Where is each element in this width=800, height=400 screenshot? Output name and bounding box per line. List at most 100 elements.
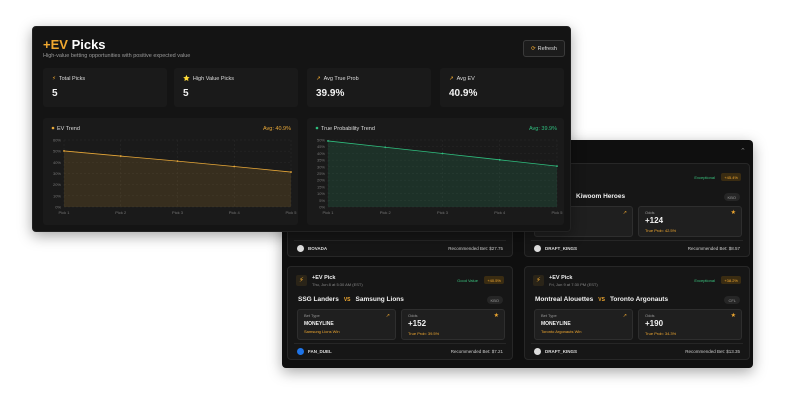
odds-label: Odds <box>408 313 418 318</box>
trend-point <box>327 140 329 142</box>
away-team: Montreal Alouettes <box>535 296 594 303</box>
true-prob: True Prob: 39.5% <box>408 331 440 336</box>
y-tick-label: 60% <box>53 138 61 143</box>
platform-name: DRAFT_KINGS <box>545 348 578 354</box>
page-title: +EV Picks <box>43 37 106 52</box>
platform-name: BOVADA <box>308 245 328 251</box>
stat-icon: ↗ <box>316 76 321 82</box>
odds-icon: ★ <box>730 210 736 216</box>
pick-title: +EV Pick <box>312 275 336 281</box>
odds-label: Odds <box>645 210 655 215</box>
stat-card: ⭐ High Value Picks 5 <box>174 68 298 107</box>
chart-title-dot <box>51 126 55 130</box>
x-tick-label: Pick 4 <box>494 210 506 215</box>
trend-point <box>441 152 444 155</box>
edge-badge: +45.4% <box>721 173 741 181</box>
y-tick-label: 10% <box>53 193 61 198</box>
pick-card: ⚡ +EV Pick Thu, Jun 8 at 5:30 AM (EST) +40.… <box>287 266 513 360</box>
teams: Kiwoom Heroes <box>576 193 625 200</box>
refresh-icon: ⟳ <box>531 45 536 52</box>
y-tick-label: 35% <box>317 158 325 163</box>
pick-icon: ⚡ <box>533 275 544 286</box>
vs-label: VS <box>343 296 351 303</box>
dashboard-panel: +EV Picks High-value betting opportuniti… <box>32 26 571 232</box>
bet-type: MONEYLINE <box>541 321 571 327</box>
stat-card: ↗ Avg True Prob 39.9% <box>307 68 431 107</box>
pick-icon: ⚡ <box>296 275 307 286</box>
y-tick-label: 0% <box>55 205 61 210</box>
chart-annotation: Avg: 39.9% <box>529 126 557 132</box>
teams: Montreal Alouettes VS Toronto Argonauts <box>535 296 668 303</box>
chart-title: True Probability Trend <box>321 126 375 132</box>
y-tick-label: 40% <box>317 151 325 156</box>
odds-value: +152 <box>408 319 427 328</box>
x-tick-label: Pick 1 <box>59 210 71 215</box>
stat-icon: ↗ <box>449 76 454 82</box>
stat-icon: ⭐ <box>183 76 190 82</box>
true-prob: True Prob: 42.5% <box>645 228 677 233</box>
league-pill: KBO <box>723 193 740 201</box>
recommended-bet: Recommended Bet: $8.57 <box>687 245 740 251</box>
recommended-bet: Recommended Bet: $7.21 <box>450 348 503 354</box>
trend-point <box>233 165 236 168</box>
chart-annotation: Avg: 40.9% <box>263 126 291 132</box>
true-prob: True Prob: 34.3% <box>645 331 677 336</box>
refresh-button[interactable]: ⟳ Refresh <box>523 40 565 57</box>
stat-label-text: High Value Picks <box>192 76 235 82</box>
odds-box: ★ Odds +190 True Prob: 34.3% <box>638 309 742 340</box>
y-tick-label: 15% <box>317 184 325 189</box>
trend-area <box>64 150 291 207</box>
y-tick-label: 20% <box>317 178 325 183</box>
y-tick-label: 30% <box>53 171 61 176</box>
bet-type-box: ↗ Bet Type MONEYLINE Toronto Argonauts Win <box>534 309 633 340</box>
stat-card: ⚡ Total Picks 5 <box>43 68 167 107</box>
x-tick-label: Pick 5 <box>286 210 298 215</box>
refresh-label: Refresh <box>537 45 557 52</box>
home-team: Samsung Lions <box>355 296 404 303</box>
pick-card: ⚡ +EV Pick Fri, Jun 9 at 7:30 PM (EST) +38.… <box>524 266 750 360</box>
trend-point <box>176 160 179 163</box>
recommended-bet: Recommended Bet: $27.75 <box>448 245 503 251</box>
home-team: Kiwoom Heroes <box>576 193 626 200</box>
x-tick-label: Pick 1 <box>323 210 335 215</box>
odds-box: ★ Odds +124 True Prob: 42.5% <box>638 206 742 237</box>
platform-name: FAN_DUEL <box>308 348 332 354</box>
odds-value: +190 <box>645 319 664 328</box>
pick-date: Thu, Jun 8 at 5:30 AM (EST) <box>312 282 363 287</box>
stat-label: ⚡ Total Picks <box>52 76 85 82</box>
stat-value: 5 <box>183 88 189 99</box>
x-tick-label: Pick 2 <box>115 210 127 215</box>
stat-value: 40.9% <box>449 88 478 99</box>
odds-value: +124 <box>645 216 664 225</box>
chart-title-dot <box>315 126 319 130</box>
odds-label: Odds <box>645 313 655 318</box>
chart-title: EV Trend <box>57 126 80 132</box>
bet-type-icon: ↗ <box>385 313 390 319</box>
y-tick-label: 20% <box>53 182 61 187</box>
stat-label: ↗ Avg True Prob <box>316 76 359 82</box>
y-tick-label: 5% <box>319 198 325 203</box>
stat-label: ↗ Avg EV <box>449 76 475 82</box>
edge-badge: +40.5% <box>484 276 504 284</box>
collapse-icon[interactable]: ⌃ <box>740 148 746 155</box>
y-tick-label: 25% <box>317 171 325 176</box>
chart: True Probability Trend Avg: 39.9% 0% 5% 10% 1… <box>315 126 564 215</box>
bet-type-box: ↗ Bet Type MONEYLINE Samsung Lions Win <box>297 309 396 340</box>
stat-value: 39.9% <box>316 88 345 99</box>
trend-point <box>119 155 122 157</box>
stat-label-text: Avg EV <box>456 76 475 82</box>
trend-point <box>63 150 65 152</box>
x-tick-label: Pick 5 <box>552 210 564 215</box>
stat-label-text: Avg True Prob <box>323 76 359 82</box>
divider <box>294 343 506 344</box>
trend-area <box>328 140 557 207</box>
subtitle: High-value betting opportunities with po… <box>43 53 191 59</box>
chart-card: EV Trend Avg: 40.9% 0% 10% 20% 30% 40% 50% 60% Pi… <box>43 118 298 225</box>
stat-card: ↗ Avg EV 40.9% <box>440 68 564 107</box>
stat-value: 5 <box>52 88 58 99</box>
y-tick-label: 45% <box>317 144 325 149</box>
y-tick-label: 50% <box>317 138 325 143</box>
teams: SSG Landers VS Samsung Lions <box>298 296 404 303</box>
trend-point <box>556 165 558 168</box>
